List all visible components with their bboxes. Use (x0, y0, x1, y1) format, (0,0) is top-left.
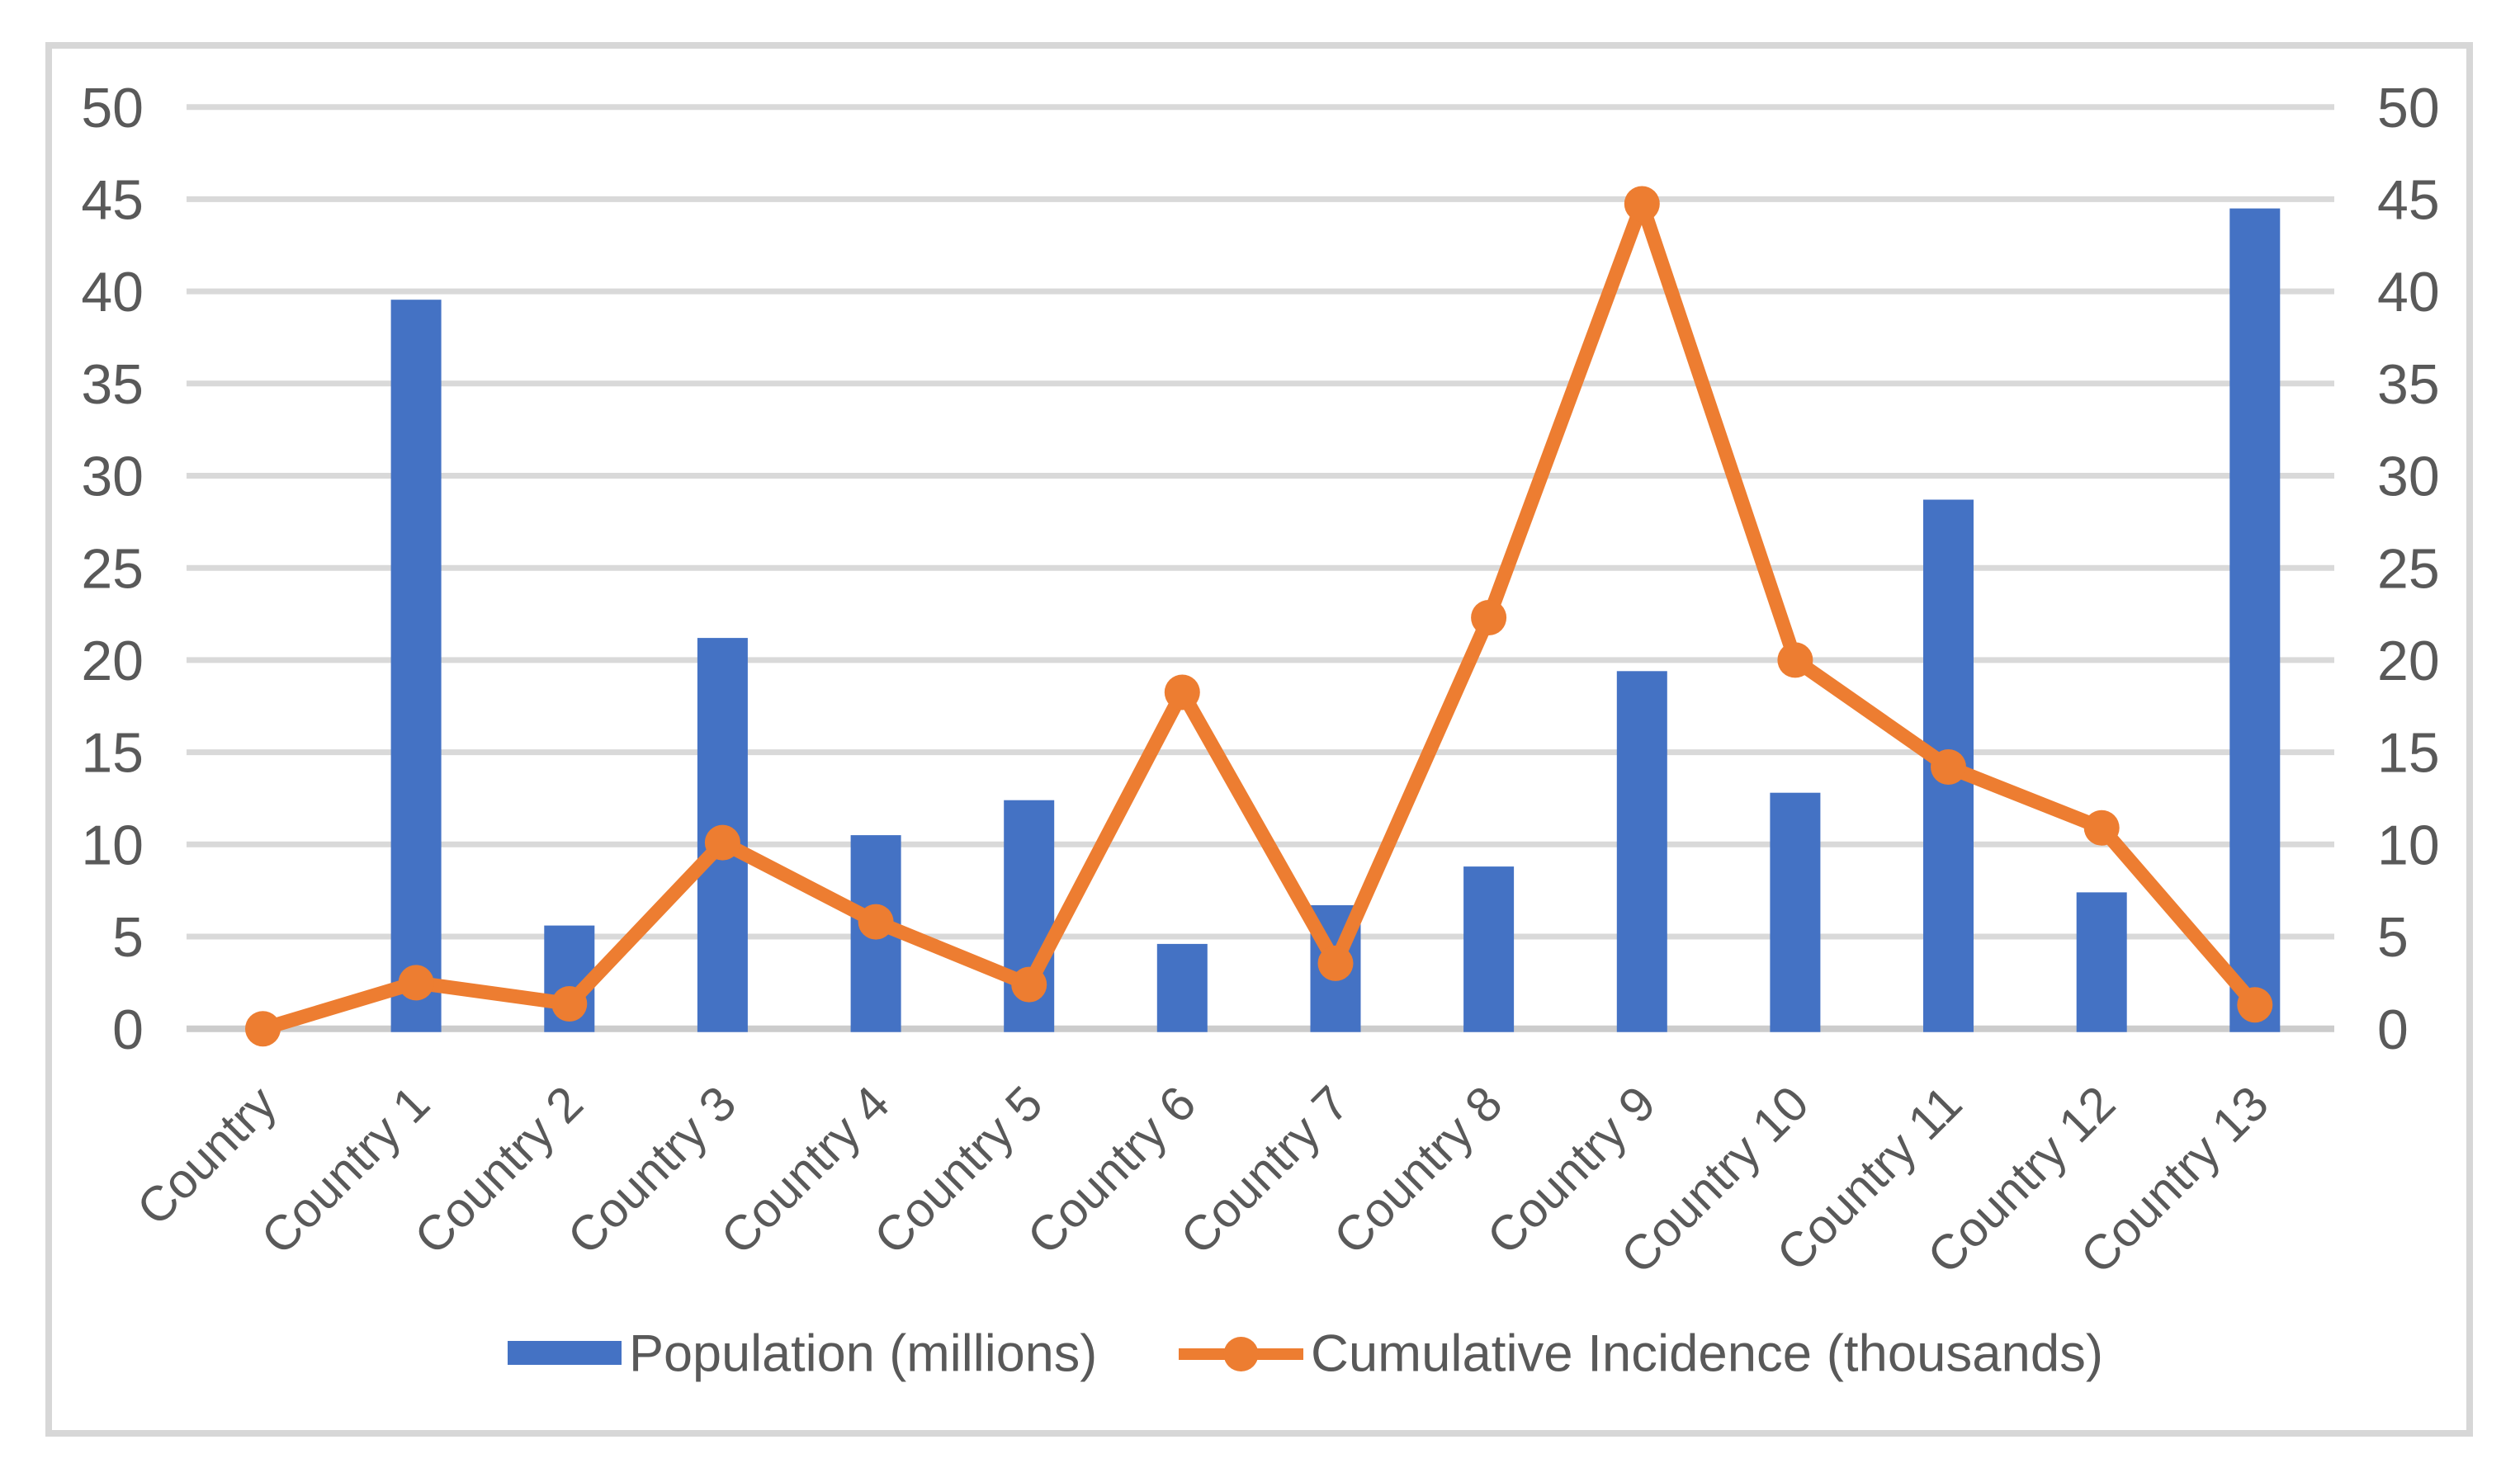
svg-text:15: 15 (81, 722, 144, 785)
svg-text:15: 15 (2377, 722, 2440, 785)
svg-text:45: 45 (2377, 169, 2440, 232)
svg-text:35: 35 (81, 353, 144, 416)
svg-text:0: 0 (2377, 998, 2409, 1061)
svg-text:Cumulative Incidence (thousand: Cumulative Incidence (thousands) (1311, 1325, 2103, 1383)
svg-text:5: 5 (2377, 906, 2409, 969)
svg-text:25: 25 (81, 537, 144, 600)
svg-text:30: 30 (81, 446, 144, 508)
svg-text:25: 25 (2377, 537, 2440, 600)
svg-text:30: 30 (2377, 446, 2440, 508)
svg-text:40: 40 (2377, 261, 2440, 323)
svg-text:5: 5 (112, 906, 144, 969)
svg-text:50: 50 (81, 77, 144, 139)
svg-text:10: 10 (81, 814, 144, 876)
svg-text:20: 20 (2377, 630, 2440, 692)
svg-text:0: 0 (112, 998, 144, 1061)
svg-text:10: 10 (2377, 814, 2440, 876)
svg-text:45: 45 (81, 169, 144, 232)
svg-text:Population (millions): Population (millions) (629, 1325, 1097, 1383)
svg-text:40: 40 (81, 261, 144, 323)
svg-text:35: 35 (2377, 353, 2440, 416)
svg-text:50: 50 (2377, 77, 2440, 139)
svg-text:20: 20 (81, 630, 144, 692)
